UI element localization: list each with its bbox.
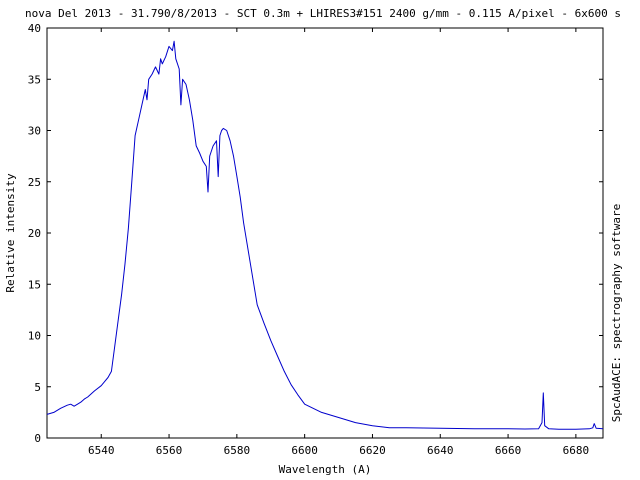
x-tick-label: 6640 [427,444,454,457]
y-tick-label: 0 [34,432,41,445]
y-axis-label: Relative intensity [4,173,17,293]
x-tick-label: 6680 [563,444,590,457]
series-layer [46,40,604,430]
y-tick-label: 10 [28,330,41,343]
x-tick-label: 6580 [224,444,251,457]
y-tick-label: 25 [28,176,41,189]
x-tick-label: 6600 [291,444,318,457]
x-tick-label: 6540 [88,444,115,457]
y-tick-label: 30 [28,125,41,138]
y-tick-label: 40 [28,22,41,35]
y-tick-label: 15 [28,278,41,291]
x-axis: 6540 6560 6580 6600 6620 6640 6660 6680 [88,28,589,457]
chart-title: nova Del 2013 - 31.790/8/2013 - SCT 0.3m… [25,7,621,20]
y-tick-label: 20 [28,227,41,240]
x-tick-label: 6660 [495,444,522,457]
y-axis: 0 5 10 15 20 25 30 35 40 [28,22,603,445]
x-tick-label: 6620 [359,444,386,457]
x-axis-label: Wavelength (A) [279,463,372,476]
y-tick-label: 5 [34,381,41,394]
x-tick-label: 6560 [156,444,183,457]
side-label: SpcAudACE: spectrography software [610,204,623,423]
y-tick-label: 35 [28,73,41,86]
spectrum-line [46,40,604,430]
plot-frame [46,27,604,439]
